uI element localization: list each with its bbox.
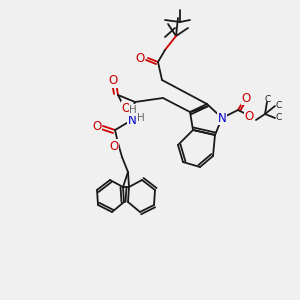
Text: H: H	[129, 105, 137, 115]
Text: O: O	[108, 74, 118, 88]
Text: O: O	[244, 111, 253, 121]
Text: O: O	[135, 52, 145, 64]
Text: H: H	[137, 113, 145, 123]
Text: N: N	[218, 112, 226, 124]
Text: O: O	[93, 121, 101, 131]
Text: O: O	[244, 110, 253, 122]
Text: O: O	[109, 76, 117, 86]
Text: O: O	[242, 93, 250, 103]
Text: C: C	[276, 113, 282, 122]
Text: C: C	[265, 94, 271, 103]
Text: N: N	[218, 113, 226, 123]
Text: O: O	[122, 103, 130, 113]
Text: N: N	[128, 113, 136, 127]
Text: O: O	[136, 54, 144, 64]
Text: H: H	[137, 113, 145, 123]
Text: O: O	[122, 101, 130, 115]
Text: O: O	[110, 140, 118, 152]
Text: O: O	[242, 92, 250, 104]
Text: N: N	[128, 115, 136, 125]
Text: C: C	[276, 100, 282, 109]
Text: O: O	[92, 119, 102, 133]
Text: H: H	[129, 105, 137, 115]
Text: O: O	[110, 141, 118, 151]
